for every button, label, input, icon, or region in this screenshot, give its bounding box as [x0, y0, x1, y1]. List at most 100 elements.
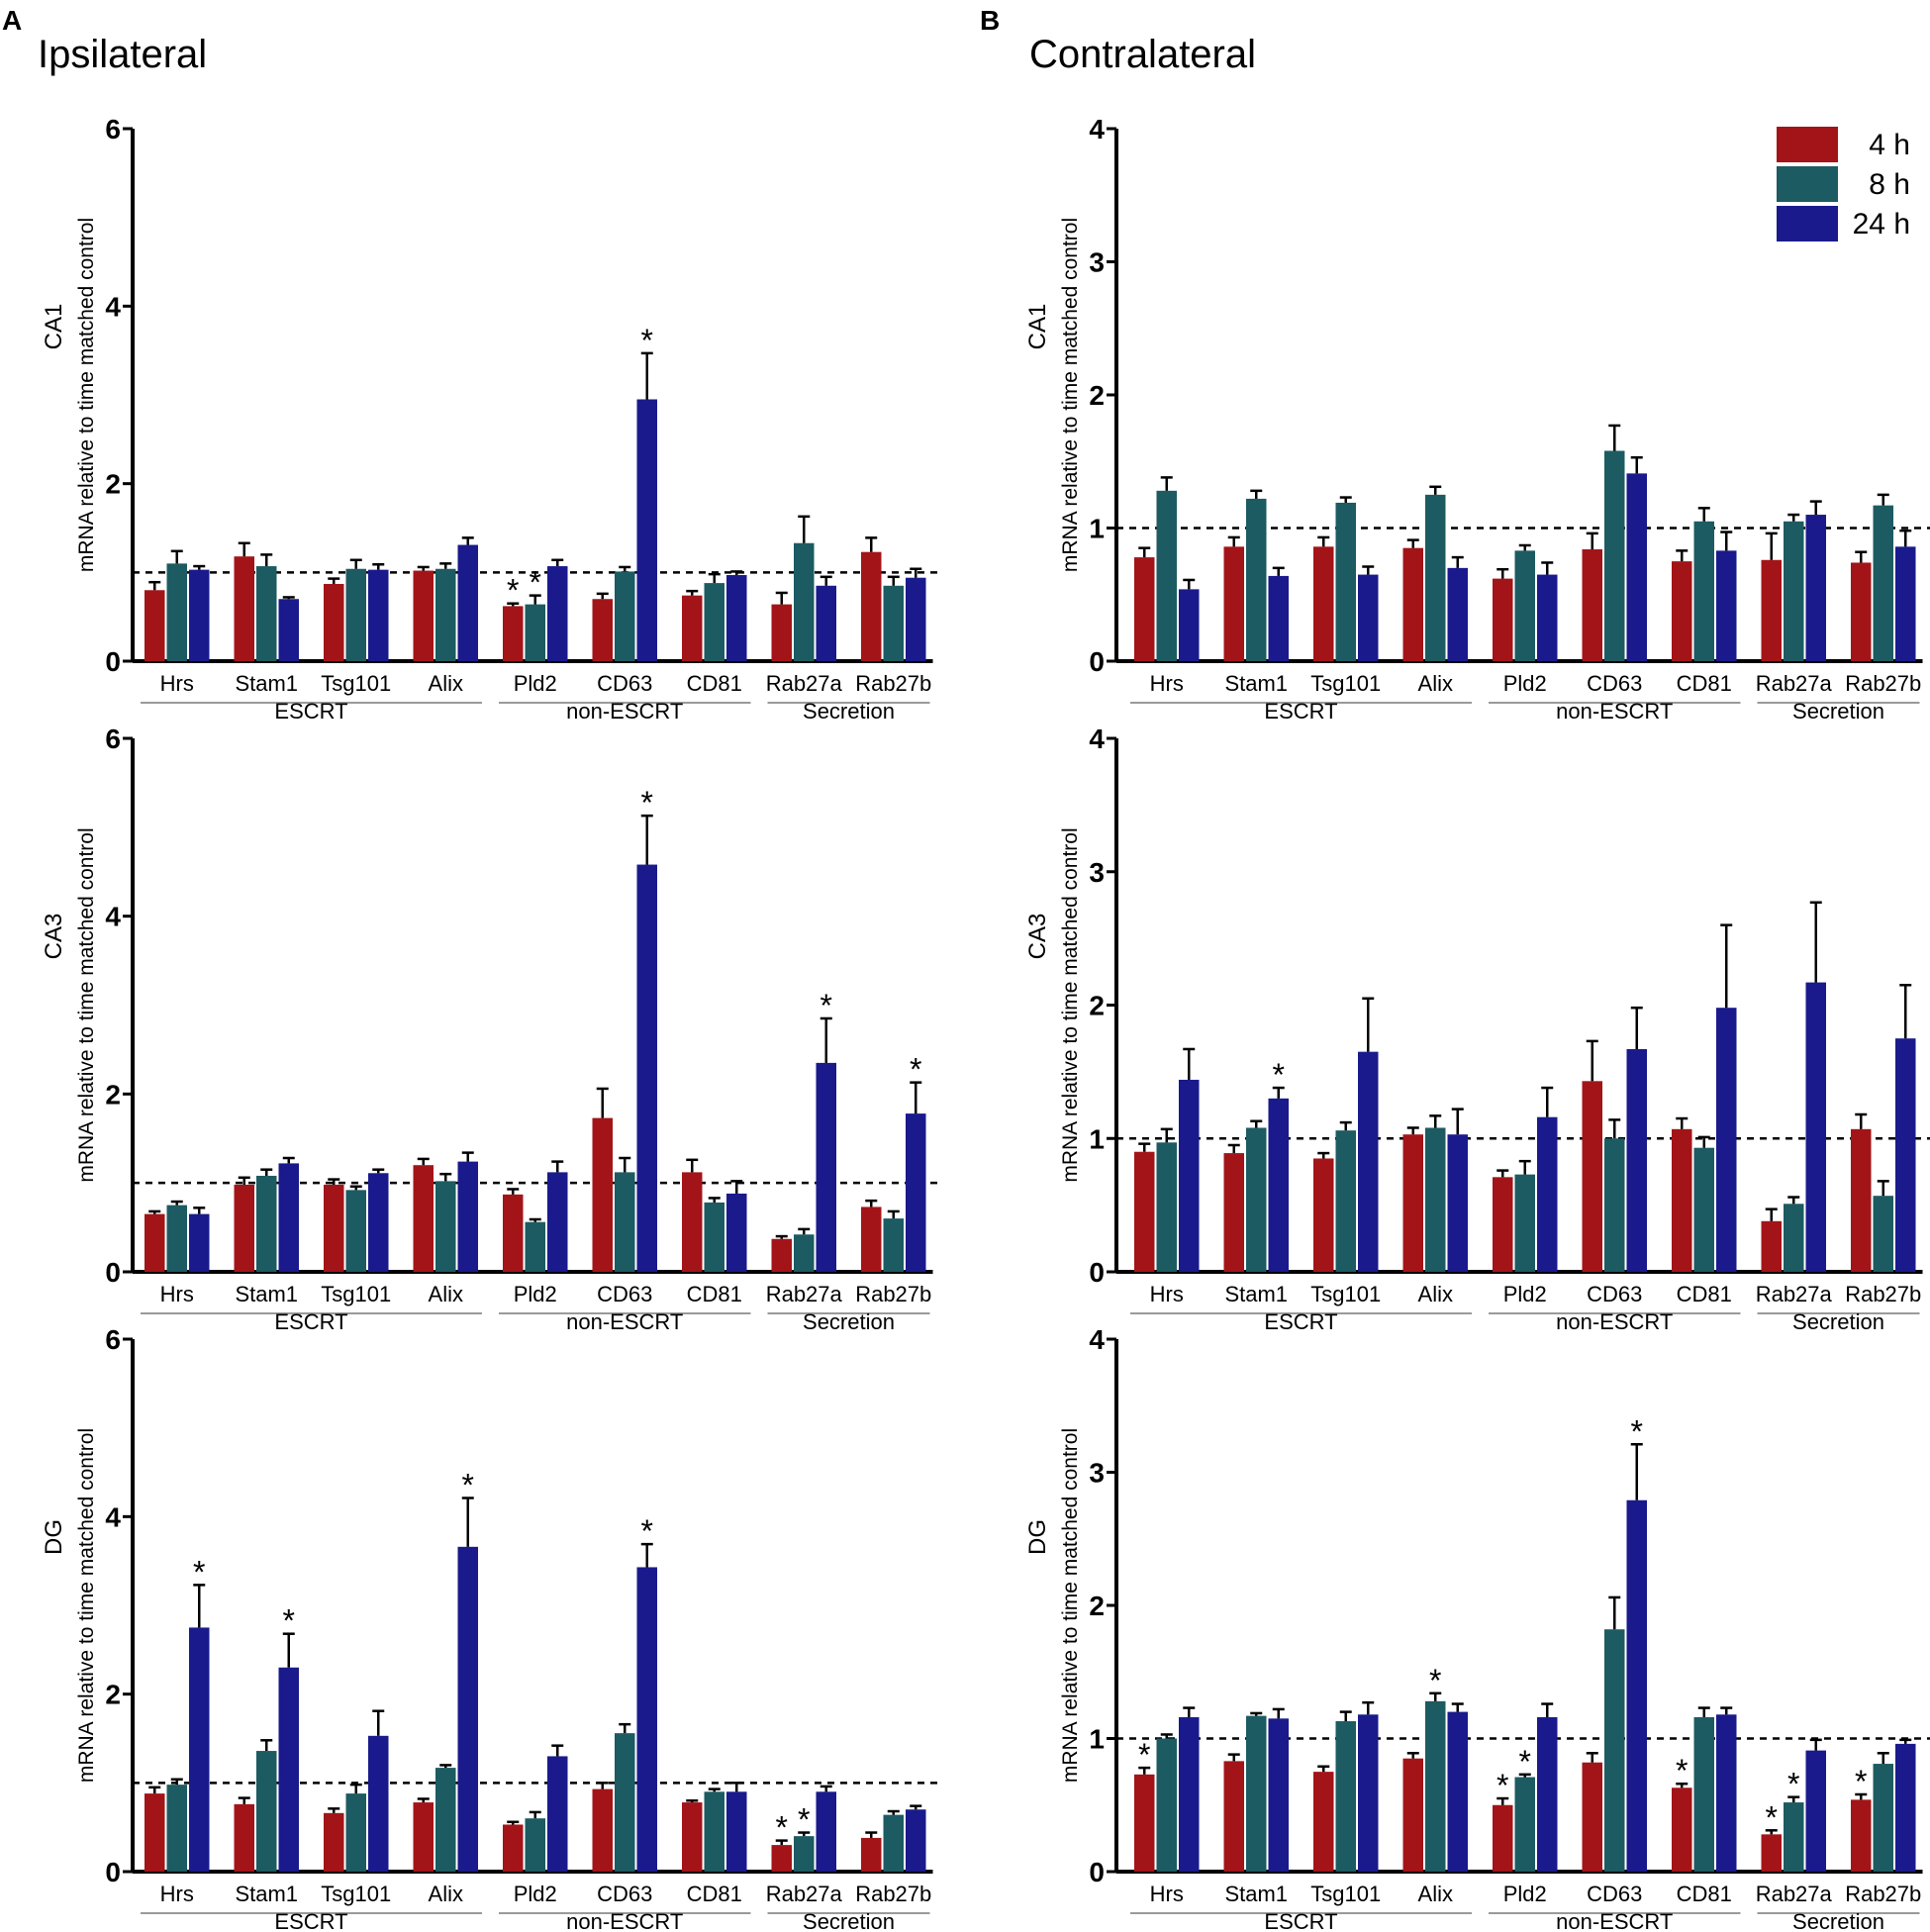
chart-b-dg: 0 1 2 3 4 mRNA relative to time matched contr…	[1024, 1324, 1930, 1932]
y-tick-label: 6	[105, 114, 121, 145]
y-tick-label: 4	[105, 1501, 121, 1532]
significance-star: *	[1855, 1764, 1867, 1799]
bar	[1716, 550, 1737, 661]
bar	[816, 585, 836, 661]
significance-star: *	[798, 1802, 810, 1838]
panel-letter-a: A	[2, 5, 22, 36]
category-label: Pld2	[1503, 1882, 1547, 1906]
bar	[1447, 1134, 1468, 1272]
bar	[368, 1173, 389, 1272]
significance-star: *	[1766, 1799, 1778, 1835]
legend-swatch	[1777, 127, 1838, 162]
bar	[771, 604, 792, 661]
significance-star: *	[641, 323, 653, 358]
bar	[1313, 1772, 1334, 1872]
category-label: Tsg101	[1310, 1282, 1381, 1306]
bar	[1134, 1774, 1155, 1872]
bar	[435, 1768, 456, 1872]
bar	[861, 551, 882, 661]
bar	[278, 599, 299, 661]
y-axis-label: mRNA relative to time matched control	[75, 827, 98, 1182]
bar	[256, 1175, 277, 1272]
group-label: Secretion	[803, 699, 895, 724]
bar	[1156, 1738, 1177, 1872]
bar	[457, 1546, 478, 1872]
category-label: Pld2	[514, 1282, 557, 1306]
y-tick-label: 0	[105, 1257, 121, 1288]
category-label: Alix	[1418, 1282, 1453, 1306]
bar	[234, 556, 254, 661]
legend-swatch	[1777, 206, 1838, 242]
bar	[1761, 1220, 1782, 1272]
category-label: Stam1	[1224, 1882, 1288, 1906]
bar	[615, 571, 635, 661]
bar	[1626, 1048, 1647, 1272]
bar	[1514, 1777, 1535, 1872]
chart-a-dg: 0 2 4 6 mRNA relative to time matched contro…	[41, 1324, 941, 1932]
y-tick-label: 1	[1089, 514, 1105, 544]
bar	[682, 1172, 703, 1272]
significance-star: *	[776, 1810, 788, 1846]
bar	[726, 1193, 747, 1272]
bar	[1268, 575, 1289, 661]
region-label: CA1	[41, 304, 67, 350]
bar	[1335, 502, 1356, 661]
chart-a-ca3: 0 2 4 6 mRNA relative to time matched contro…	[41, 724, 941, 1334]
y-tick-label: 4	[105, 291, 121, 322]
significance-star: *	[193, 1554, 205, 1590]
bar	[883, 1814, 904, 1872]
bar	[189, 1627, 210, 1872]
bar	[457, 544, 478, 661]
bar	[1514, 550, 1535, 661]
significance-star: *	[1787, 1767, 1799, 1802]
significance-star: *	[910, 1052, 921, 1088]
bar	[1358, 574, 1379, 661]
bar	[1358, 1051, 1379, 1272]
category-label: Hrs	[160, 671, 194, 696]
bar	[1537, 1716, 1558, 1872]
bar	[1358, 1714, 1379, 1872]
bar	[368, 569, 389, 661]
bar	[1246, 1715, 1267, 1872]
y-tick-label: 4	[1089, 724, 1105, 754]
category-label: Rab27b	[855, 1282, 931, 1306]
bar	[1179, 1716, 1200, 1872]
bar	[345, 1190, 366, 1272]
significance-star: *	[641, 785, 653, 821]
y-tick-label: 0	[1089, 646, 1105, 677]
y-axis-label: mRNA relative to time matched control	[1059, 1428, 1082, 1783]
bar	[1335, 1130, 1356, 1272]
bar	[592, 599, 613, 661]
category-label: Hrs	[1150, 671, 1184, 696]
y-tick-label: 0	[1089, 1857, 1105, 1887]
chart-b-ca1: 0 1 2 3 4 mRNA relative to time matched contr…	[1024, 114, 1930, 724]
y-tick-label: 6	[105, 724, 121, 754]
y-tick-label: 2	[1089, 380, 1105, 411]
bar	[1761, 1834, 1782, 1872]
bar	[1604, 1629, 1625, 1872]
bar	[861, 1837, 882, 1872]
bar	[794, 1234, 815, 1272]
significance-star: *	[507, 573, 519, 609]
bar	[503, 606, 524, 661]
bar	[503, 1194, 524, 1272]
bar	[1493, 1804, 1513, 1872]
bar	[324, 1184, 344, 1272]
y-tick-label: 0	[105, 646, 121, 677]
bar	[1425, 1127, 1446, 1272]
significance-star: *	[1138, 1737, 1150, 1773]
bar	[1246, 1127, 1267, 1272]
category-label: Rab27a	[766, 671, 843, 696]
bar	[1246, 498, 1267, 661]
y-axis-label: mRNA relative to time matched control	[75, 1428, 98, 1783]
category-label: Tsg101	[1310, 1882, 1381, 1906]
category-label: Tsg101	[321, 671, 391, 696]
bar	[1223, 1153, 1244, 1272]
category-label: Stam1	[235, 1282, 298, 1306]
bar	[726, 575, 747, 661]
bar	[906, 577, 926, 661]
bar	[1851, 1799, 1872, 1872]
category-label: CD63	[1587, 671, 1642, 696]
bar	[704, 1791, 724, 1872]
